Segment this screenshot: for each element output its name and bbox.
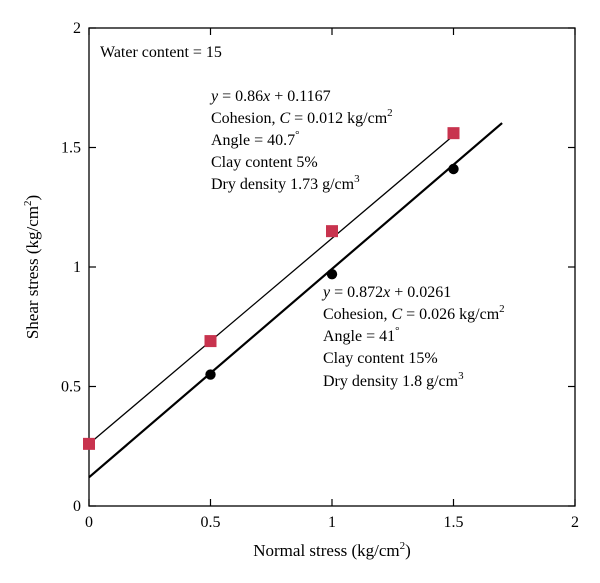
cohesion-a: Cohesion, C = 0.012 kg/cm2: [211, 107, 393, 127]
fit-lines: [88, 122, 503, 479]
tick-group: 0 0.5 1 1.5 2 0 0.5 1 1.5 2: [61, 20, 579, 531]
plot-frame: [88, 27, 576, 507]
x-tick-label: 2: [571, 514, 579, 531]
clay-content-b: Clay content 15%: [323, 350, 438, 367]
y-tick-label: 0.5: [61, 379, 81, 396]
dry-density-a: Dry density 1.73 g/cm3: [211, 173, 360, 193]
y-tick-label: 0: [73, 498, 81, 515]
data-point-series-a: [204, 335, 217, 348]
annotation-series-a: y = 0.86x + 0.1167 Cohesion, C = 0.012 k…: [209, 88, 393, 193]
cohesion-b: Cohesion, C = 0.026 kg/cm2: [323, 303, 505, 323]
annotation-series-b: y = 0.872x + 0.0261 Cohesion, C = 0.026 …: [321, 284, 505, 390]
y-tick-label: 1: [73, 259, 81, 276]
equation-a: y = 0.86x + 0.1167: [209, 88, 331, 105]
dry-density-b: Dry density 1.8 g/cm3: [323, 370, 464, 390]
data-point-series-a: [83, 437, 95, 450]
angle-b: Angle = 41°: [323, 325, 400, 345]
x-axis-title: Normal stress (kg/cm2): [253, 540, 411, 560]
fit-line-series-a: [88, 135, 454, 445]
y-tick-label: 2: [73, 20, 81, 37]
x-tick-label: 0.5: [201, 514, 221, 531]
data-point-series-b: [448, 163, 459, 175]
data-markers: [83, 127, 460, 450]
x-tick-label: 0: [85, 514, 93, 531]
fit-line-series-b: [88, 122, 503, 479]
y-tick-label: 1.5: [61, 140, 81, 157]
data-point-series-b: [326, 268, 338, 280]
data-point-series-b: [205, 369, 216, 380]
x-tick-label: 1.5: [444, 514, 464, 531]
angle-a: Angle = 40.7°: [211, 129, 300, 149]
y-axis-title: Shear stress (kg/cm2): [22, 195, 42, 339]
data-point-series-a: [447, 127, 460, 140]
water-content-annotation: Water content = 15: [100, 44, 222, 61]
clay-content-a: Clay content 5%: [211, 154, 318, 171]
equation-b: y = 0.872x + 0.0261: [321, 284, 451, 301]
data-point-series-a: [326, 225, 338, 238]
x-tick-label: 1: [328, 514, 336, 531]
